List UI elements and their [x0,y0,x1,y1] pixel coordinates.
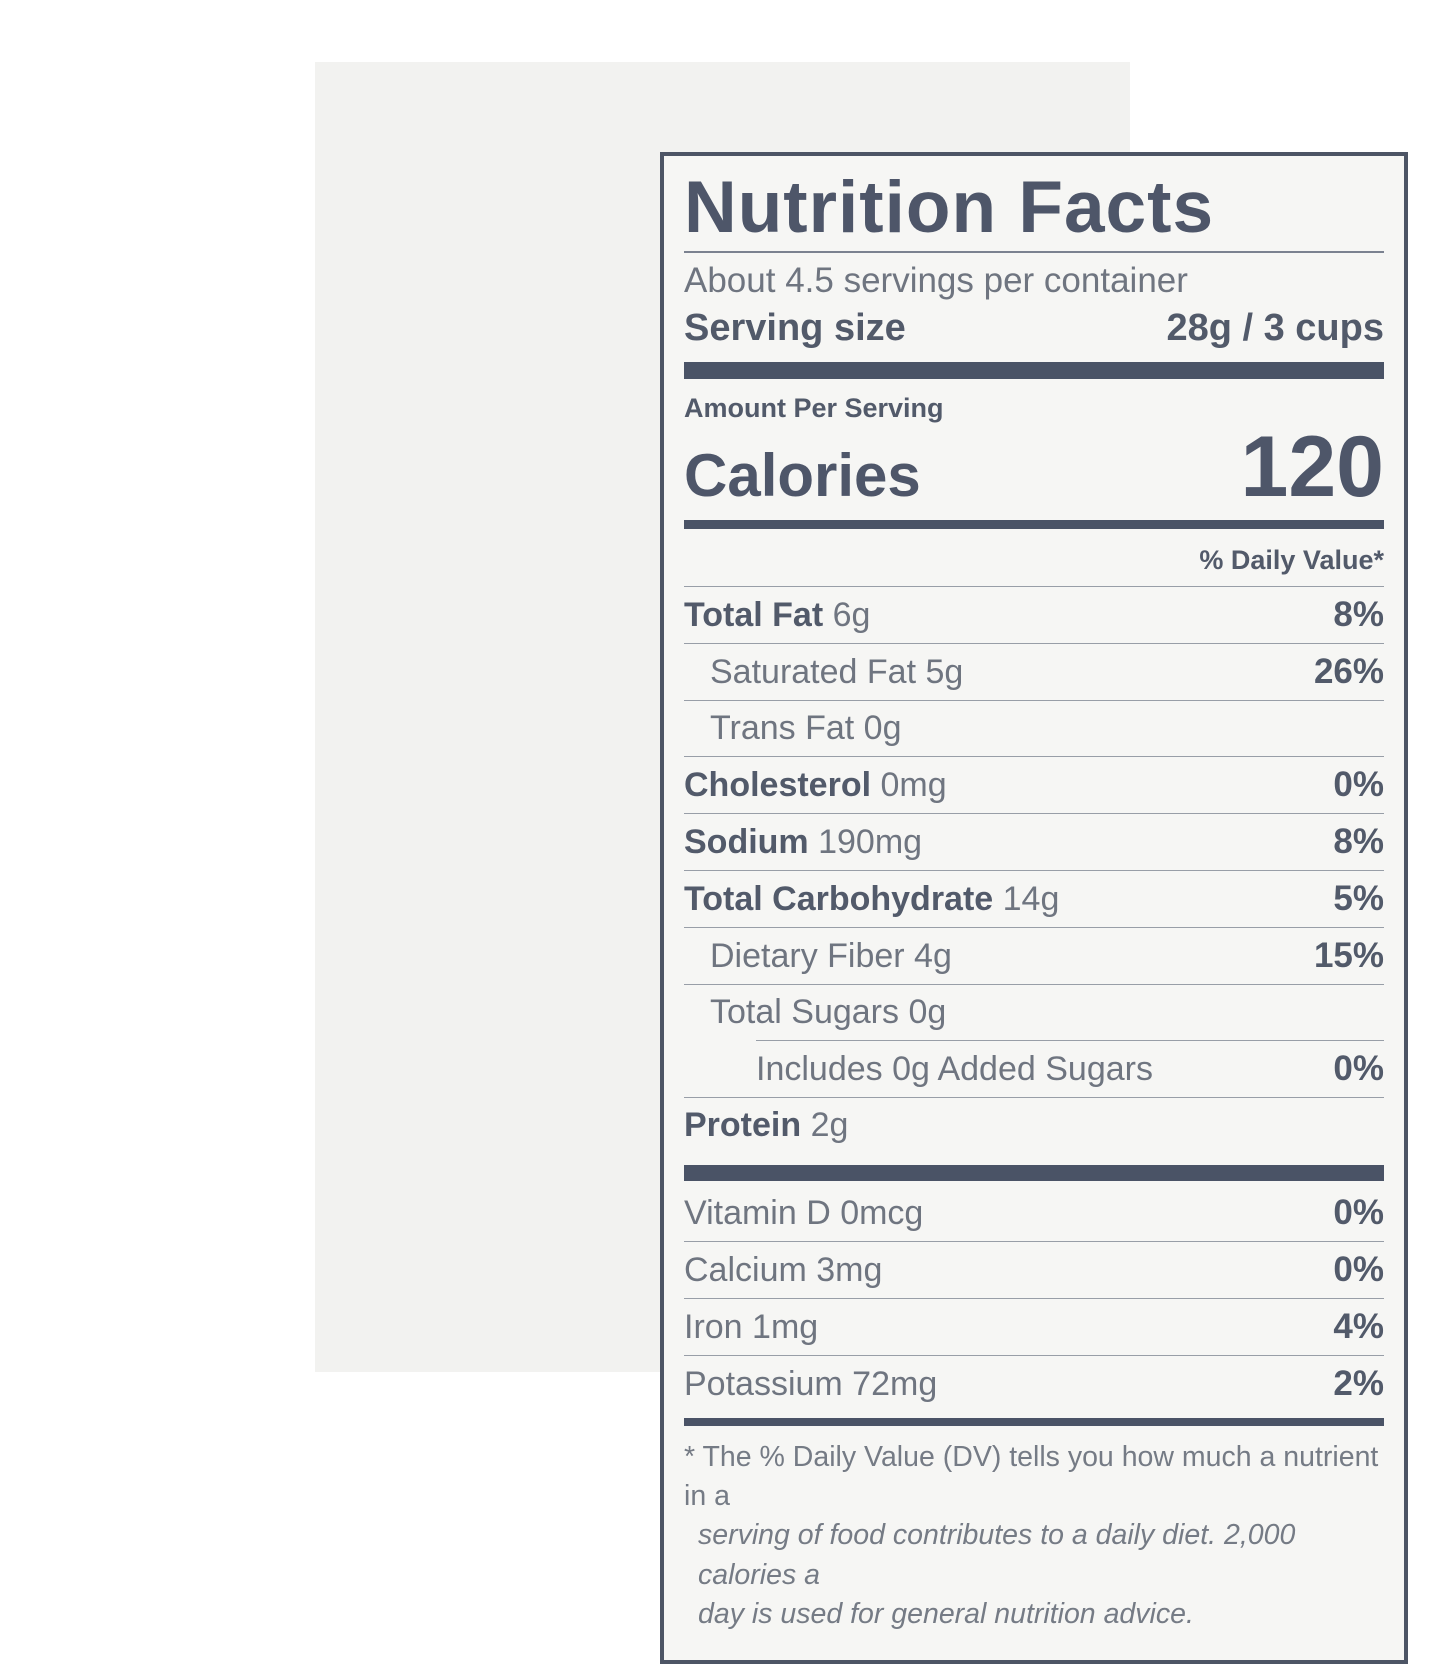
nutrient-name: Includes 0g Added Sugars [756,1049,1153,1088]
nutrient-name: Total Sugars 0g [710,992,947,1031]
calories-value: 120 [1240,418,1385,515]
nutrient-row: Cholesterol 0mg 0% [684,755,1384,813]
nutrient-name: Calcium 3mg [684,1250,883,1289]
nutrient-row: Sodium 190mg 8% [684,812,1384,870]
nutrient-name: Potassium 72mg [684,1364,938,1403]
nutrient-row: Saturated Fat 5g 26% [684,642,1384,700]
nutrient-row: Protein 2g [684,1096,1384,1153]
serving-size-row: Serving size 28g / 3 cups [684,307,1384,350]
nutrient-daily-value: 8% [1333,594,1384,634]
nutrient-name: Sodium 190mg [684,822,923,861]
nutrient-name: Total Fat 6g [684,595,871,634]
nutrient-daily-value: 26% [1313,651,1384,691]
serving-size-value: 28g / 3 cups [1166,306,1384,349]
nutrient-daily-value: 5% [1333,878,1384,918]
footnote-line: serving of food contributes to a daily d… [698,1519,1296,1591]
footnote-line: day is used for general nutrition advice… [698,1597,1194,1630]
package-photo: Nutrition Facts About 4.5 servings per c… [315,62,1408,1664]
nutrient-name: Dietary Fiber 4g [710,936,952,975]
nutrient-name: Protein 2g [684,1105,849,1144]
title-divider [684,250,1384,253]
label-title: Nutrition Facts [684,167,1215,248]
nutrient-row: Vitamin D 0mcg 0% [684,1185,1384,1241]
nutrient-name: Trans Fat 0g [710,708,902,747]
micronutrient-rows: Vitamin D 0mcg 0% Calcium 3mg 0% Iron 1mg 4% P… [684,1185,1384,1412]
section-bar-top [684,361,1384,379]
nutrient-row: Iron 1mg 4% [684,1297,1384,1355]
nutrition-facts-label: Nutrition Facts About 4.5 servings per c… [660,152,1408,1664]
calories-row: Calories 120 [684,424,1384,510]
nutrient-row: Calcium 3mg 0% [684,1240,1384,1298]
footnote: * The % Daily Value (DV) tells you how m… [684,1438,1384,1635]
daily-value-header: % Daily Value* [1199,544,1384,575]
section-bar-middle [684,1164,1384,1181]
nutrient-name: Total Carbohydrate 14g [684,879,1060,918]
nutrient-daily-value: 0% [1333,1048,1384,1088]
nutrient-row: Total Fat 6g 8% [684,585,1384,643]
nutrient-daily-value: 0% [1333,1249,1384,1289]
nutrient-daily-value: 0% [1333,764,1384,804]
nutrient-name: Iron 1mg [684,1307,819,1346]
nutrient-row: Dietary Fiber 4g 15% [684,926,1384,984]
nutrient-name: Cholesterol 0mg [684,765,947,804]
servings-per-container: About 4.5 servings per container [684,260,1188,300]
calories-divider-bar [684,519,1384,529]
nutrient-daily-value: 2% [1333,1363,1384,1403]
footnote-line: * The % Daily Value (DV) tells you how m… [684,1440,1379,1512]
nutrient-row: Includes 0g Added Sugars 0% [756,1039,1384,1097]
nutrient-name: Saturated Fat 5g [710,652,964,691]
nutrient-row: Potassium 72mg 2% [684,1354,1384,1412]
nutrient-daily-value: 0% [1333,1192,1384,1232]
serving-size-label: Serving size [684,306,906,349]
nutrient-daily-value: 4% [1333,1306,1384,1346]
amount-per-serving-label: Amount Per Serving [684,392,944,423]
section-bar-bottom [684,1417,1384,1426]
calories-label: Calories [684,441,921,509]
nutrient-daily-value: 15% [1313,935,1384,975]
nutrient-rows: Total Fat 6g 8% Saturated Fat 5g 26% Trans F… [684,585,1384,1153]
nutrient-row: Total Carbohydrate 14g 5% [684,869,1384,927]
nutrient-daily-value: 8% [1333,821,1384,861]
nutrient-name: Vitamin D 0mcg [684,1193,924,1232]
nutrient-row: Total Sugars 0g [684,983,1384,1040]
nutrient-row: Trans Fat 0g [684,699,1384,756]
